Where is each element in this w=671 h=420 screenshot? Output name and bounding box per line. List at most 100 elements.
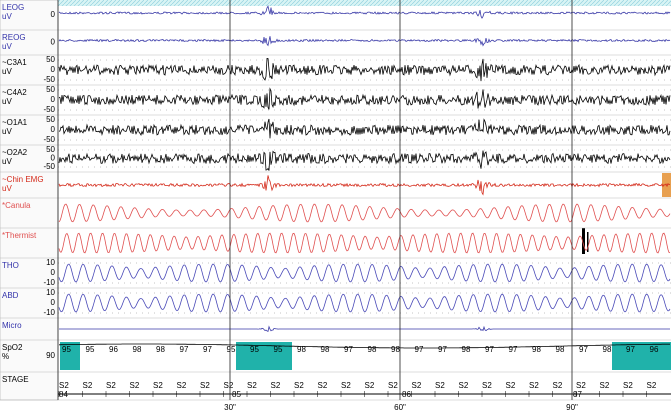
stage-label: S2 [200,381,210,390]
waveform [59,343,670,349]
spo2-reading: 98 [603,345,612,354]
spo2-reading: 97 [509,345,518,354]
spo2-reading: 97 [438,345,447,354]
scale-label: 0 [51,125,56,134]
waveform [58,87,671,110]
channel-label: ~Chin EMG [2,175,44,184]
channel-label: REOG [2,33,26,42]
stage-label: S2 [224,381,234,390]
hatch-bar [58,0,671,6]
waveform [58,293,671,313]
scale-label: 50 [46,85,55,94]
scale-label: 50 [46,145,55,154]
epoch-number: 85 [232,390,241,399]
waveform [58,57,671,82]
stage-label: S2 [576,381,586,390]
scale-label: -50 [43,75,55,84]
waveform [58,5,671,19]
spo2-reading: 97 [485,345,494,354]
stage-label: S2 [388,381,398,390]
stage-label: S2 [341,381,351,390]
stage-label: S2 [318,381,328,390]
spo2-reading: 97 [626,345,635,354]
spo2-reading: 95 [227,345,236,354]
stage-label: S2 [153,381,163,390]
waveform [58,263,671,283]
scale-label: 0 [51,298,56,307]
stage-label: S2 [435,381,445,390]
channel-unit: uV [2,12,12,21]
stage-label: S2 [83,381,93,390]
channel-unit: uV [2,184,12,193]
epoch-number: 87 [573,390,582,399]
spo2-highlight [236,342,292,370]
scale-label: 0 [51,268,56,277]
scale-label: -10 [43,308,55,317]
stage-label: S2 [600,381,610,390]
stage-label: S2 [412,381,422,390]
event-marker [582,228,585,254]
scale-label: 0 [51,65,56,74]
spo2-reading: 98 [532,345,541,354]
scale-label: 0 [51,154,56,163]
time-label: 60" [394,403,406,412]
channel-label: ~O1A1 [2,118,28,127]
stage-label: S2 [294,381,304,390]
scale-label: -10 [43,278,55,287]
scale-label: 90 [46,351,55,360]
scale-label: 0 [51,38,56,47]
spo2-reading: 95 [86,345,95,354]
channel-label: THO [2,261,19,270]
waveform [58,232,671,254]
spo2-reading: 98 [321,345,330,354]
stage-label: S2 [623,381,633,390]
epoch-number: 84 [59,390,68,399]
spo2-reading: 95 [274,345,283,354]
spo2-reading: 97 [344,345,353,354]
spo2-highlight [612,342,671,370]
scale-label: 0 [51,10,56,19]
time-label: 90" [566,403,578,412]
spo2-reading: 96 [650,345,659,354]
waveform [58,203,671,223]
scale-label: -50 [43,162,55,171]
scale-label: 10 [46,258,55,267]
spo2-reading: 98 [297,345,306,354]
spo2-reading: 97 [579,345,588,354]
time-label: 30" [224,403,236,412]
channel-label: ABD [2,291,19,300]
epoch-number: 86 [402,390,411,399]
stage-label: S2 [506,381,516,390]
waveform [58,150,671,171]
spo2-reading: 95 [250,345,259,354]
channel-unit: uV [2,127,12,136]
scale-label: 50 [46,55,55,64]
scale-label: 0 [51,95,56,104]
channel-unit: uV [2,97,12,106]
stage-label: S2 [247,381,257,390]
spo2-reading: 98 [156,345,165,354]
stage-label: S2 [271,381,281,390]
channel-label: ~O2A2 [2,148,28,157]
channel-label: STAGE [2,375,29,384]
spo2-reading: 97 [415,345,424,354]
stage-label: S2 [553,381,563,390]
scale-label: -50 [43,105,55,114]
spo2-highlight [60,342,80,370]
stage-label: S2 [177,381,187,390]
channel-label: LEOG [2,3,24,12]
spo2-reading: 98 [391,345,400,354]
spo2-reading: 96 [109,345,118,354]
channel-label: ~C4A2 [2,88,27,97]
label-panel [0,0,59,401]
spo2-reading: 98 [368,345,377,354]
waveform [58,175,671,196]
channel-label: *Canula [2,201,31,210]
spo2-reading: 98 [133,345,142,354]
spo2-reading: 98 [556,345,565,354]
channel-label: Micro [2,321,22,330]
stage-label: S2 [647,381,657,390]
event-marker [587,232,589,252]
